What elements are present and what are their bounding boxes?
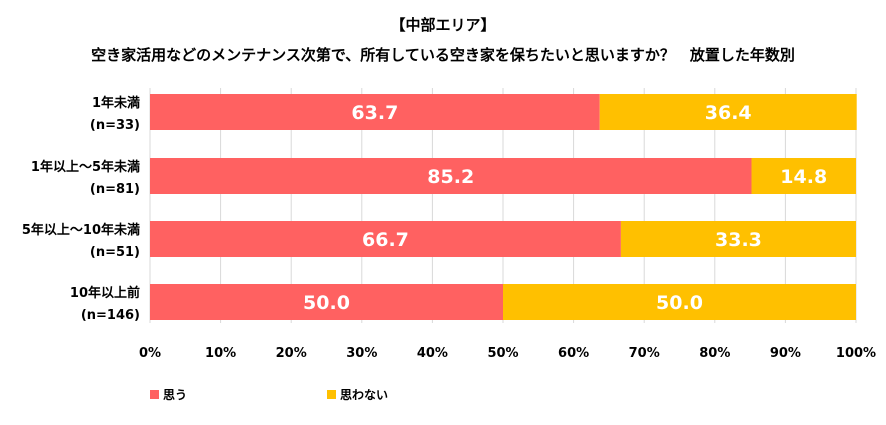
category-count-label: (n=81) [90, 182, 140, 197]
category-count-label: (n=146) [81, 308, 140, 323]
bar-segment [599, 94, 857, 130]
category-count-label: (n=51) [90, 245, 140, 260]
chart-title: 【中部エリア】 [390, 16, 496, 34]
bar-segment [150, 221, 621, 257]
legend-label: 思わない [340, 388, 388, 402]
data-label: 36.4 [705, 102, 752, 124]
x-tick-label: 100% [836, 346, 876, 361]
x-tick-label: 80% [699, 346, 730, 361]
data-label: 50.0 [656, 292, 703, 314]
x-tick-label: 60% [558, 346, 589, 361]
bar-segment [150, 284, 503, 320]
data-label: 63.7 [351, 102, 398, 124]
bar-segment [150, 94, 600, 130]
category-label: 10年以上前 [70, 285, 140, 301]
x-tick-label: 90% [770, 346, 801, 361]
bar-segment [150, 158, 752, 194]
category-label: 5年以上～10年未満 [22, 222, 140, 238]
legend-label: 思う [163, 388, 187, 402]
category-count-label: (n=33) [90, 118, 140, 133]
category-label: 1年未満 [92, 95, 140, 111]
x-tick-label: 10% [205, 346, 236, 361]
x-tick-label: 30% [346, 346, 377, 361]
data-label: 14.8 [780, 166, 827, 188]
bar-segment [620, 221, 856, 257]
x-tick-label: 40% [417, 346, 448, 361]
x-tick-label: 20% [276, 346, 307, 361]
legend-swatch [150, 390, 159, 399]
x-tick-label: 70% [629, 346, 660, 361]
category-label: 1年以上～5年未満 [31, 159, 140, 175]
data-label: 66.7 [362, 229, 409, 251]
data-label: 50.0 [303, 292, 350, 314]
x-tick-label: 50% [487, 346, 518, 361]
x-tick-label: 0% [139, 346, 161, 361]
data-label: 85.2 [427, 166, 474, 188]
legend-swatch [327, 390, 336, 399]
bar-segment [503, 284, 856, 320]
data-label: 33.3 [715, 229, 762, 251]
chart-subtitle: 空き家活用などのメンテナンス次第で、所有している空き家を保ちたいと思いますか？ … [91, 46, 795, 64]
bar-segment [751, 158, 856, 194]
